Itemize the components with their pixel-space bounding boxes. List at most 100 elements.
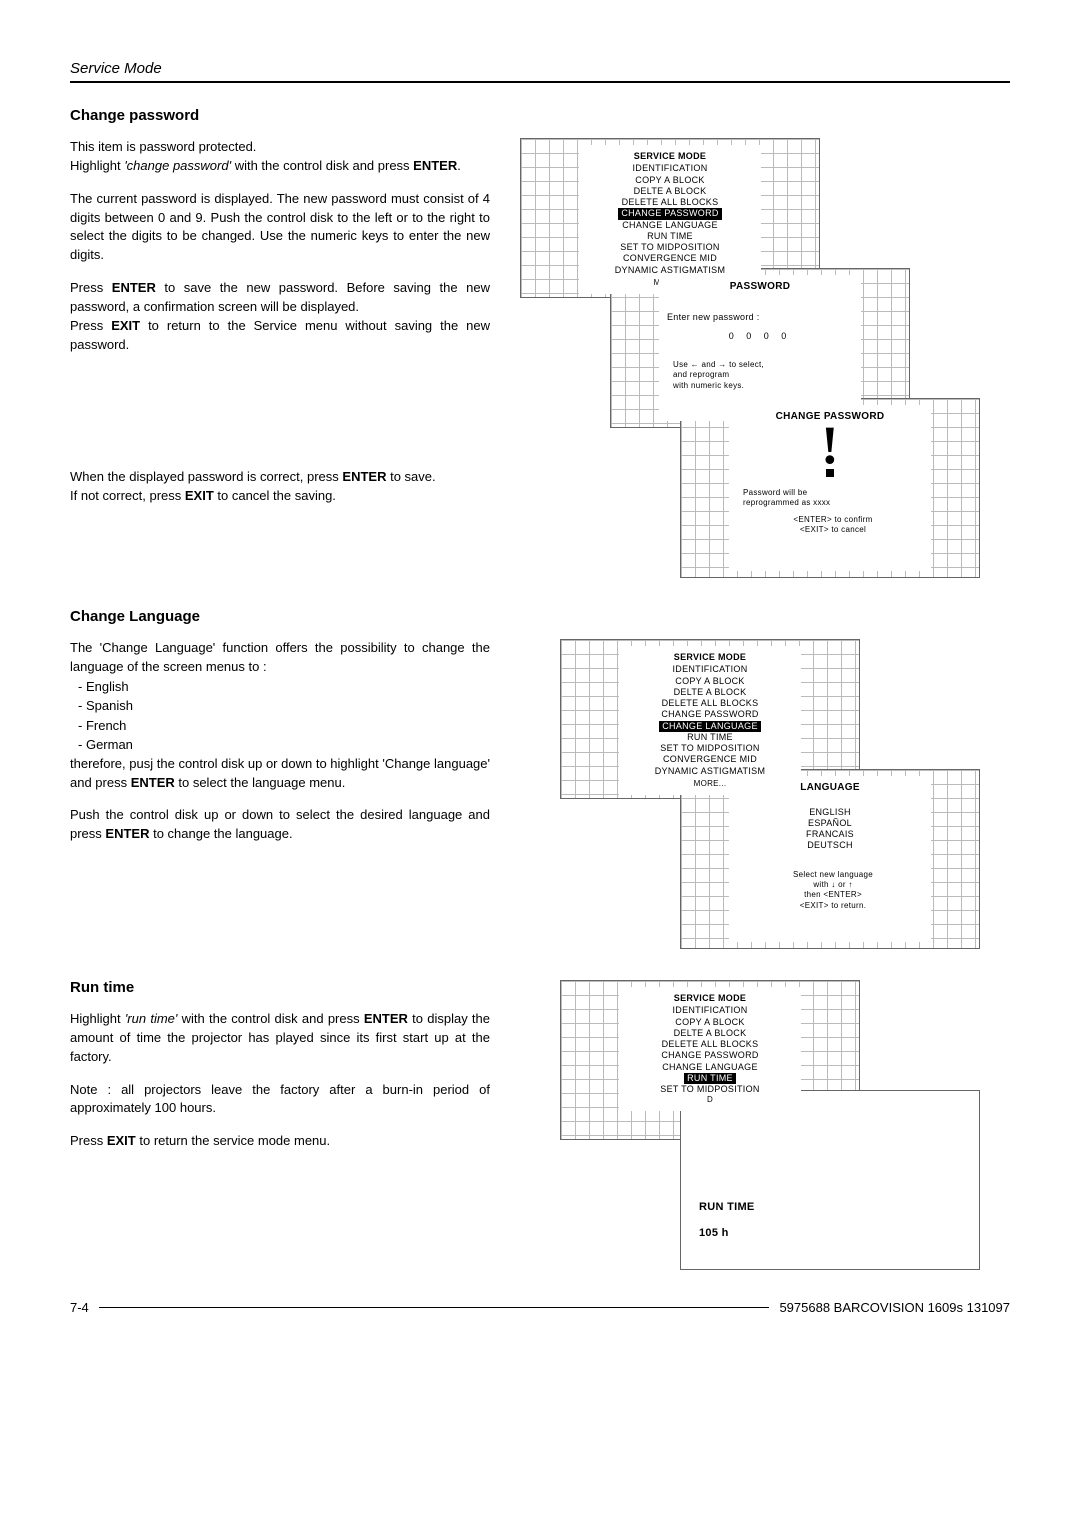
s1-p1b-b: with the control disk and press	[231, 158, 413, 173]
m2-i5-hl: CHANGE LANGUAGE	[659, 721, 761, 732]
rt-value: 105 h	[699, 1227, 961, 1241]
s1-p3a-bold: ENTER	[112, 280, 156, 295]
pw-digits: 0 0 0 0	[667, 331, 853, 342]
lang-en: English	[86, 679, 129, 694]
s1-p3a: Press	[70, 280, 112, 295]
section1-title: Change password	[70, 107, 1010, 124]
section1-diagram: SERVICE MODE IDENTIFICATION COPY A BLOCK…	[520, 138, 1010, 568]
page-header: Service Mode	[70, 60, 1010, 83]
change-pw-box: CHANGE PASSWORD ! Password will be repro…	[680, 398, 980, 578]
m-i0: IDENTIFICATION	[587, 163, 753, 174]
s1-p1b-c: .	[457, 158, 461, 173]
lang-de: German	[86, 737, 133, 752]
s2-p1: The 'Change Language' function offers th…	[70, 639, 490, 677]
lang-o1: ESPAÑOL	[737, 818, 923, 829]
m2-i8: CONVERGENCE MID	[627, 754, 793, 765]
m3-i0: IDENTIFICATION	[627, 1005, 793, 1016]
cpw-m4: <EXIT> to cancel	[737, 525, 923, 535]
cpw-m1: Password will be	[737, 488, 923, 498]
m2-i6: RUN TIME	[627, 732, 793, 743]
m2-title: SERVICE MODE	[627, 652, 793, 663]
lang-list: - English - Spanish - French - German	[78, 677, 490, 755]
m3-i5: CHANGE LANGUAGE	[627, 1062, 793, 1073]
m-title: SERVICE MODE	[587, 151, 753, 162]
section1-text: This item is password protected. Highlig…	[70, 138, 490, 568]
s2-p3a-b1: ENTER	[105, 826, 149, 841]
lang-fr: French	[86, 718, 126, 733]
s2-p2a-b2: to select the language menu.	[175, 775, 346, 790]
cpw-m2: reprogrammed as xxxx	[737, 498, 923, 508]
pw-enter: Enter new password :	[667, 312, 853, 323]
m-i5: CHANGE LANGUAGE	[587, 220, 753, 231]
s3-p2: Note : all projectors leave the factory …	[70, 1081, 490, 1119]
lang-h3: then <ENTER>	[737, 890, 923, 900]
m-i8: CONVERGENCE MID	[587, 253, 753, 264]
s1-p4b-b: to cancel the saving.	[214, 488, 336, 503]
pw-h3: with numeric keys.	[667, 381, 853, 391]
m-i4-hl: CHANGE PASSWORD	[618, 208, 721, 219]
runtime-box: RUN TIME 105 h	[680, 1090, 980, 1270]
m-i1: COPY A BLOCK	[587, 175, 753, 186]
s1-p4a: When the displayed password is correct, …	[70, 469, 342, 484]
lang-title: LANGUAGE	[737, 782, 923, 795]
m3-i4: CHANGE PASSWORD	[627, 1050, 793, 1061]
m3-i2: DELTE A BLOCK	[627, 1028, 793, 1039]
s3-p3a-b: to return the service mode menu.	[136, 1133, 330, 1148]
m2-i4: CHANGE PASSWORD	[627, 709, 793, 720]
lang-o3: DEUTSCH	[737, 840, 923, 851]
m2-i7: SET TO MIDPOSITION	[627, 743, 793, 754]
lang-es: Spanish	[86, 698, 133, 713]
section3-text: Highlight 'run time' with the control di…	[70, 1010, 490, 1270]
section2-diagram: SERVICE MODE IDENTIFICATION COPY A BLOCK…	[520, 639, 1010, 939]
s3-p1a-bold: ENTER	[364, 1011, 408, 1026]
lang-o2: FRANCAIS	[737, 829, 923, 840]
s3-p1a-em: 'run time'	[125, 1011, 178, 1026]
s1-p4b-bold: EXIT	[185, 488, 214, 503]
m2-i0: IDENTIFICATION	[627, 664, 793, 675]
s3-p1a: Highlight	[70, 1011, 125, 1026]
s1-p1b-em: 'change password'	[124, 158, 231, 173]
m3-i7: SET TO MIDPOSITION	[627, 1084, 793, 1095]
section2-title: Change Language	[70, 608, 1010, 625]
m3-i6-hl: RUN TIME	[684, 1073, 736, 1084]
m-i6: RUN TIME	[587, 231, 753, 242]
m3-title: SERVICE MODE	[627, 993, 793, 1004]
footer-right: 5975688 BARCOVISION 1609s 131097	[779, 1300, 1010, 1315]
pw-h1: Use ← and → to select,	[667, 360, 853, 370]
exclamation-icon: !	[737, 424, 923, 469]
m-i3: DELETE ALL BLOCKS	[587, 197, 753, 208]
section2-text: The 'Change Language' function offers th…	[70, 639, 490, 939]
s3-p3a-bold: EXIT	[107, 1133, 136, 1148]
s1-p4a-bold: ENTER	[342, 469, 386, 484]
cpw-m3: <ENTER> to confirm	[737, 515, 923, 525]
s1-p4a-b: to save.	[386, 469, 435, 484]
s1-p1a: This item is password protected.	[70, 139, 256, 154]
m3-i3: DELETE ALL BLOCKS	[627, 1039, 793, 1050]
excl-dot-icon	[826, 469, 834, 477]
pw-h2: and reprogram	[667, 370, 853, 380]
s1-p1b-a: Highlight	[70, 158, 124, 173]
lang-h1: Select new language	[737, 870, 923, 880]
m2-i1: COPY A BLOCK	[627, 676, 793, 687]
m-i2: DELTE A BLOCK	[587, 186, 753, 197]
s1-p3b: Press	[70, 318, 111, 333]
m2-i2: DELTE A BLOCK	[627, 687, 793, 698]
footer-rule	[99, 1307, 770, 1308]
s3-p3a: Press	[70, 1133, 107, 1148]
lang-o0: ENGLISH	[737, 807, 923, 818]
rt-title: RUN TIME	[699, 1201, 961, 1215]
page-footer: 7-4 5975688 BARCOVISION 1609s 131097	[70, 1300, 1010, 1315]
s1-p1b-bold: ENTER	[413, 158, 457, 173]
footer-left: 7-4	[70, 1300, 89, 1315]
m-i7: SET TO MIDPOSITION	[587, 242, 753, 253]
m2-i3: DELETE ALL BLOCKS	[627, 698, 793, 709]
lang-h2: with ↓ or ↑	[737, 880, 923, 890]
s1-p4b: If not correct, press	[70, 488, 185, 503]
lang-h4: <EXIT> to return.	[737, 901, 923, 911]
pw-title: PASSWORD	[667, 281, 853, 294]
s2-p3a-b2: to change the language.	[149, 826, 292, 841]
s1-p3b-bold: EXIT	[111, 318, 140, 333]
language-box: LANGUAGE ENGLISH ESPAÑOL FRANCAIS DEUTSC…	[680, 769, 980, 949]
s3-p1a-b: with the control disk and press	[177, 1011, 363, 1026]
s2-p2a-b1: ENTER	[131, 775, 175, 790]
